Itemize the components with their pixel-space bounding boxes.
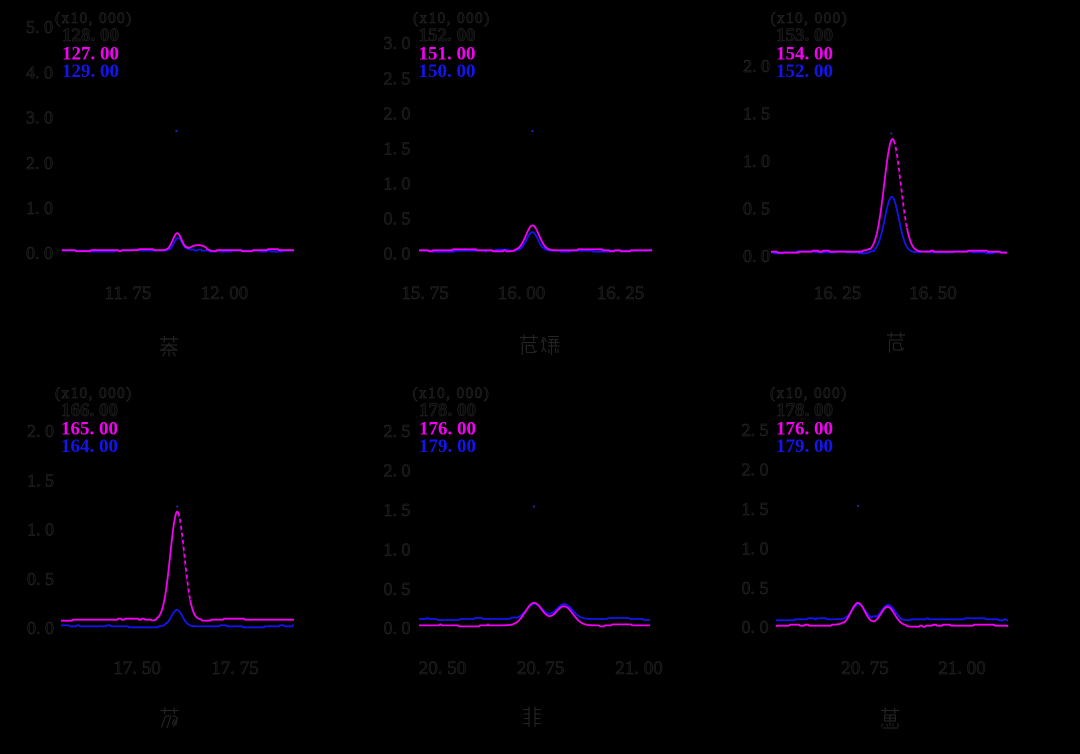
svg-text:152. 00: 152. 00 [419,25,476,46]
svg-text:11. 75: 11. 75 [105,283,152,304]
svg-text:1. 5: 1. 5 [742,499,769,519]
svg-text:1. 0: 1. 0 [26,198,53,218]
svg-text:165. 00: 165. 00 [61,419,118,440]
svg-text:2. 0: 2. 0 [384,103,411,123]
svg-text:(x10, 000): (x10, 000) [55,385,133,402]
svg-text:1. 0: 1. 0 [384,539,411,559]
svg-text:0. 5: 0. 5 [742,578,769,598]
svg-text:0. 0: 0. 0 [384,618,411,638]
svg-text:(x10, 000): (x10, 000) [55,10,133,27]
svg-text:151. 00: 151. 00 [419,44,476,65]
svg-text:2. 0: 2. 0 [743,56,770,76]
svg-text:21. 00: 21. 00 [938,658,986,679]
svg-text:16. 25: 16. 25 [597,283,645,304]
svg-text:5. 0: 5. 0 [26,17,53,37]
svg-text:12. 00: 12. 00 [201,283,249,304]
svg-text:154. 00: 154. 00 [776,44,833,65]
svg-text:164. 00: 164. 00 [61,436,118,457]
svg-text:127. 00: 127. 00 [62,44,119,65]
svg-text:0. 5: 0. 5 [743,199,770,219]
svg-text:1. 5: 1. 5 [743,104,770,124]
svg-text:0. 0: 0. 0 [27,618,54,638]
svg-text:0. 0: 0. 0 [384,244,411,264]
svg-text:(x10, 000): (x10, 000) [413,10,491,27]
svg-text:16. 25: 16. 25 [814,283,862,304]
svg-text:2. 0: 2. 0 [27,421,54,441]
svg-text:2. 5: 2. 5 [742,420,769,440]
svg-text:1. 0: 1. 0 [742,538,769,558]
svg-text:1. 0: 1. 0 [27,520,54,540]
svg-text:0. 0: 0. 0 [743,246,770,266]
svg-text:178. 00: 178. 00 [776,400,833,421]
svg-text:129. 00: 129. 00 [62,61,119,82]
svg-text:2. 0: 2. 0 [384,461,411,481]
svg-text:20. 75: 20. 75 [841,658,889,679]
svg-text:179. 00: 179. 00 [419,436,476,457]
svg-text:176. 00: 176. 00 [419,419,476,440]
svg-text:16. 50: 16. 50 [909,283,957,304]
svg-text:166. 00: 166. 00 [61,400,118,421]
svg-text:21. 00: 21. 00 [615,658,663,679]
svg-text:17. 75: 17. 75 [211,658,259,679]
svg-text:1. 0: 1. 0 [384,174,411,194]
svg-text:0. 0: 0. 0 [742,617,769,637]
svg-text:15. 75: 15. 75 [401,283,449,304]
svg-text:0. 5: 0. 5 [384,579,411,599]
svg-text:17. 50: 17. 50 [113,658,161,679]
svg-text:3. 0: 3. 0 [26,108,53,128]
svg-text:(x10, 000): (x10, 000) [771,10,849,27]
svg-text:1. 5: 1. 5 [384,500,411,520]
svg-text:176. 00: 176. 00 [776,419,833,440]
svg-text:0. 5: 0. 5 [27,569,54,589]
svg-text:3. 0: 3. 0 [384,33,411,53]
svg-text:20. 50: 20. 50 [419,658,467,679]
svg-text:153. 00: 153. 00 [776,25,833,46]
svg-text:2. 0: 2. 0 [26,153,53,173]
svg-text:20. 75: 20. 75 [517,658,565,679]
svg-text:16. 00: 16. 00 [498,283,546,304]
svg-text:0. 0: 0. 0 [26,243,53,263]
svg-text:1. 0: 1. 0 [743,151,770,171]
svg-text:128. 00: 128. 00 [62,25,119,46]
svg-text:0. 5: 0. 5 [384,209,411,229]
svg-text:2. 5: 2. 5 [384,421,411,441]
svg-text:2. 0: 2. 0 [742,460,769,480]
svg-text:1. 5: 1. 5 [384,139,411,159]
svg-text:2. 5: 2. 5 [384,68,411,88]
svg-text:178. 00: 178. 00 [419,400,476,421]
svg-text:(x10, 000): (x10, 000) [413,385,491,402]
svg-text:4. 0: 4. 0 [26,62,53,82]
svg-text:1. 5: 1. 5 [27,471,54,491]
svg-text:179. 00: 179. 00 [776,436,833,457]
svg-text:152. 00: 152. 00 [776,61,833,82]
svg-text:(x10, 000): (x10, 000) [770,385,848,402]
svg-text:150. 00: 150. 00 [419,61,476,82]
